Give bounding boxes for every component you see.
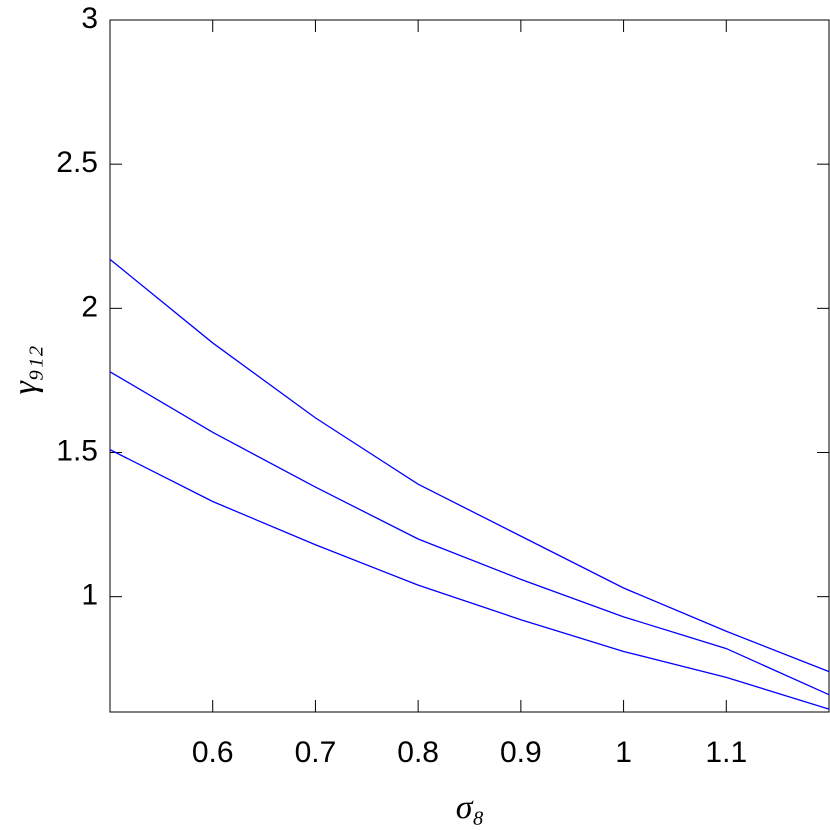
y-tick-label: 3	[81, 2, 98, 35]
x-tick-label: 0.6	[192, 736, 234, 769]
x-tick-label: 0.7	[295, 736, 337, 769]
y-axis-label: γ₉₁₂	[7, 346, 44, 395]
plot-frame	[109, 19, 830, 713]
x-tick-label: 0.8	[397, 736, 439, 769]
x-tick-label: 0.9	[500, 736, 542, 769]
y-tick-label: 1.5	[56, 434, 98, 467]
x-axis-label: σ₈	[456, 789, 485, 826]
y-tick-label: 1	[81, 579, 98, 612]
y-tick-label: 2	[81, 290, 98, 323]
x-tick-label: 1	[615, 736, 632, 769]
x-tick-label: 1.1	[705, 736, 747, 769]
data-line	[109, 449, 830, 710]
y-tick-label: 2.5	[56, 146, 98, 179]
data-line	[109, 258, 830, 673]
data-line	[109, 371, 830, 696]
